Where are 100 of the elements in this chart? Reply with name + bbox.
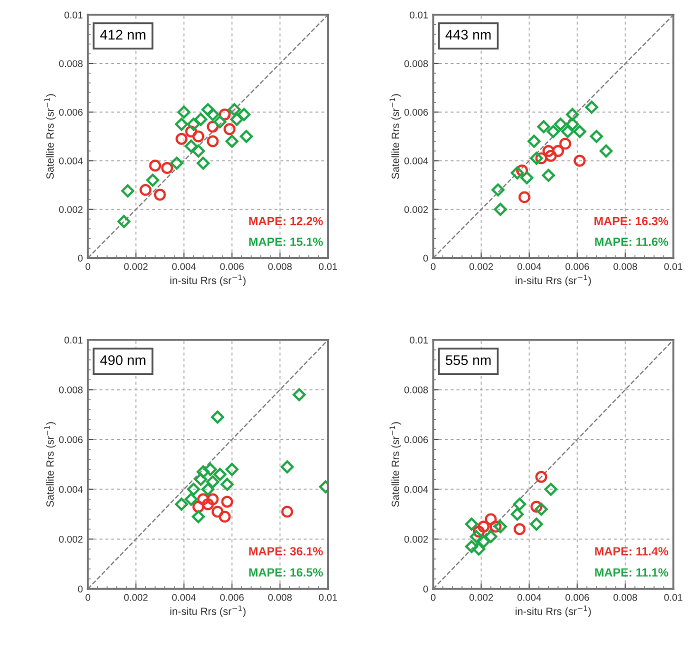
point <box>530 500 542 513</box>
point <box>185 126 198 138</box>
y-tick-label: 0.006 <box>59 108 83 116</box>
point <box>211 410 224 424</box>
point <box>192 500 204 513</box>
point <box>206 493 219 506</box>
y-tick-label: 0 <box>423 586 428 593</box>
x-tick-label: 0.008 <box>268 594 292 601</box>
annotation: MAPE: 11.6% <box>595 238 668 246</box>
x-tick-label: 0.01 <box>664 594 682 601</box>
point <box>194 472 208 486</box>
y-tick-label: 0.002 <box>59 206 83 213</box>
text: 412 nm <box>100 30 146 40</box>
y-axis-title: Satellite Rrs (sr$^{−1}$) <box>390 422 402 507</box>
point <box>204 462 217 476</box>
y-tick-label: 0.002 <box>59 536 83 543</box>
point <box>559 138 572 150</box>
point <box>537 120 550 134</box>
point <box>552 145 564 157</box>
point <box>201 482 214 496</box>
annotation: MAPE: 36.1% <box>249 547 323 556</box>
point <box>566 118 579 131</box>
y-tick-label: 0.004 <box>404 486 428 493</box>
point <box>528 134 541 148</box>
x-tick-label: 0 <box>430 594 436 601</box>
point <box>585 100 598 114</box>
y-tick-label: 0.006 <box>404 108 428 116</box>
text: 555 nm <box>446 355 491 366</box>
x-axis-title: in-situ Rrs (sr$^{−1}$) <box>170 606 246 618</box>
point <box>561 125 574 138</box>
point <box>161 162 174 174</box>
point <box>490 520 502 533</box>
point <box>192 510 205 524</box>
y-tick-label: 0 <box>78 586 83 593</box>
x-tick-label: 0.004 <box>172 263 196 270</box>
x-tick-label: 0.008 <box>614 263 638 270</box>
point <box>590 130 603 143</box>
point <box>146 174 160 187</box>
y-tick-label: 0.004 <box>59 157 83 164</box>
point <box>520 171 534 184</box>
x-axis-title: in-situ Rrs (sr$^{−1}$) <box>516 274 591 286</box>
point <box>280 460 294 474</box>
y-tick-label: 0.004 <box>59 486 83 493</box>
point <box>544 482 558 496</box>
annotation: MAPE: 16.3% <box>594 216 668 226</box>
point <box>542 168 555 182</box>
x-tick-label: 0.01 <box>664 263 682 270</box>
y-tick-label: 0.01 <box>410 336 428 344</box>
point <box>206 475 220 488</box>
x-tick-label: 0.004 <box>517 263 542 270</box>
point <box>492 183 505 196</box>
x-tick-label: 0.004 <box>517 594 542 601</box>
y-tick-label: 0.01 <box>64 336 83 344</box>
point <box>213 468 226 481</box>
point <box>470 530 483 544</box>
point <box>212 506 224 518</box>
point <box>516 164 528 176</box>
y-tick-label: 0.008 <box>59 386 83 394</box>
y-tick-label: 0.004 <box>404 157 428 164</box>
point <box>530 518 543 531</box>
point <box>554 118 567 131</box>
point <box>218 510 231 523</box>
x-tick-label: 0.006 <box>565 263 590 270</box>
point <box>225 462 238 476</box>
y-tick-label: 0 <box>423 254 428 262</box>
x-tick-label: 0.004 <box>172 594 196 601</box>
point <box>176 132 188 145</box>
annotation: MAPE: 16.5% <box>249 568 323 577</box>
point <box>187 118 200 131</box>
point <box>513 498 526 511</box>
point <box>535 470 548 483</box>
annotation: MAPE: 12.2% <box>249 216 323 226</box>
x-tick-label: 0.008 <box>614 594 638 601</box>
y-tick-label: 0.006 <box>59 436 83 444</box>
point <box>220 478 234 491</box>
point <box>237 108 250 122</box>
x-tick-label: 0.002 <box>124 594 148 601</box>
point <box>184 140 198 153</box>
text: 443 nm <box>446 30 491 40</box>
y-tick-label: 0.002 <box>404 536 428 543</box>
x-tick-label: 0 <box>86 263 90 270</box>
point <box>175 118 188 131</box>
point <box>194 112 208 126</box>
point <box>221 496 234 508</box>
point <box>170 156 184 170</box>
y-tick-label: 0.008 <box>59 60 83 68</box>
point <box>187 482 200 496</box>
point <box>546 125 560 138</box>
point <box>154 188 166 201</box>
x-tick-label: 0 <box>86 594 90 601</box>
point <box>518 191 530 204</box>
point <box>292 388 306 402</box>
x-tick-label: 0.002 <box>124 263 148 270</box>
x-axis-title: in-situ Rrs (sr$^{−1}$) <box>516 606 591 618</box>
point <box>574 154 586 167</box>
y-axis-title: Satellite Rrs (sr$^{−1}$) <box>390 94 402 179</box>
point <box>177 106 190 119</box>
x-tick-label: 0.002 <box>469 594 493 601</box>
point <box>465 540 478 554</box>
point <box>484 530 498 544</box>
